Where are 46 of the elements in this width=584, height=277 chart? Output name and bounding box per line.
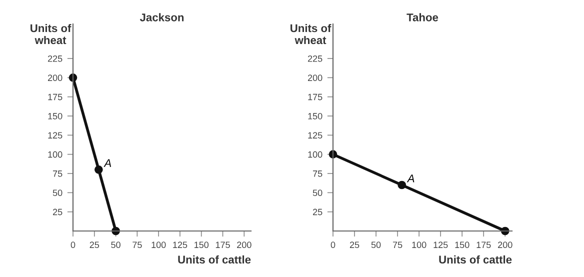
- y-tick-label: 100: [308, 151, 322, 158]
- y-tick-label: 200: [308, 74, 322, 82]
- x-tick-label: 150: [455, 242, 470, 248]
- x-tick-label: 0: [70, 242, 76, 248]
- y-tick-label: 75: [53, 170, 62, 177]
- x-tick-label: 125: [434, 242, 448, 248]
- x-axis-title: Units of cattle: [178, 255, 251, 264]
- y-tick-label: 225: [308, 55, 322, 62]
- x-tick-label: 200: [498, 242, 512, 248]
- x-tick-label: 25: [350, 242, 360, 248]
- y-tick-label: 200: [48, 74, 62, 82]
- x-tick-label: 125: [173, 242, 188, 248]
- y-tick-label: 175: [308, 94, 322, 100]
- x-tick-label: 100: [412, 242, 426, 248]
- x-tick-label: 0: [330, 242, 336, 248]
- y-tick-label: 150: [308, 112, 322, 120]
- y-tick-label: 100: [48, 151, 62, 158]
- y-tick-label: 50: [52, 190, 62, 196]
- y-tick-label: 175: [48, 94, 62, 100]
- y-tick-label: 75: [313, 170, 322, 177]
- x-tick-label: 50: [371, 242, 381, 248]
- y-tick-label: 125: [308, 132, 322, 139]
- y-axis-title: Units of wheat: [30, 24, 72, 44]
- x-tick-label: 25: [90, 242, 100, 248]
- x-tick-label: 175: [476, 242, 491, 248]
- y-axis-title: Units of wheat: [290, 24, 332, 44]
- y-tick-label: 125: [48, 132, 62, 139]
- y-tick-label: 50: [312, 190, 322, 196]
- y-tick-label: 25: [312, 208, 322, 216]
- x-axis-title: Units of cattle: [439, 255, 512, 264]
- chart-title: Tahoe: [406, 13, 438, 22]
- annotation: A: [406, 174, 414, 182]
- x-tick-label: 75: [132, 242, 142, 248]
- x-tick-label: 75: [392, 242, 402, 248]
- x-tick-label: 200: [237, 242, 252, 248]
- x-tick-label: 50: [111, 242, 120, 248]
- chart-title: Jackson: [140, 13, 184, 22]
- annotation: A: [104, 159, 112, 167]
- y-tick-label: 225: [48, 55, 62, 62]
- x-tick-label: 150: [194, 242, 209, 248]
- x-tick-label: 100: [152, 242, 166, 248]
- y-tick-label: 25: [52, 208, 62, 216]
- x-tick-label: 175: [216, 242, 230, 248]
- point: [398, 180, 406, 190]
- point: [94, 166, 103, 174]
- y-tick-label: 150: [48, 112, 62, 120]
